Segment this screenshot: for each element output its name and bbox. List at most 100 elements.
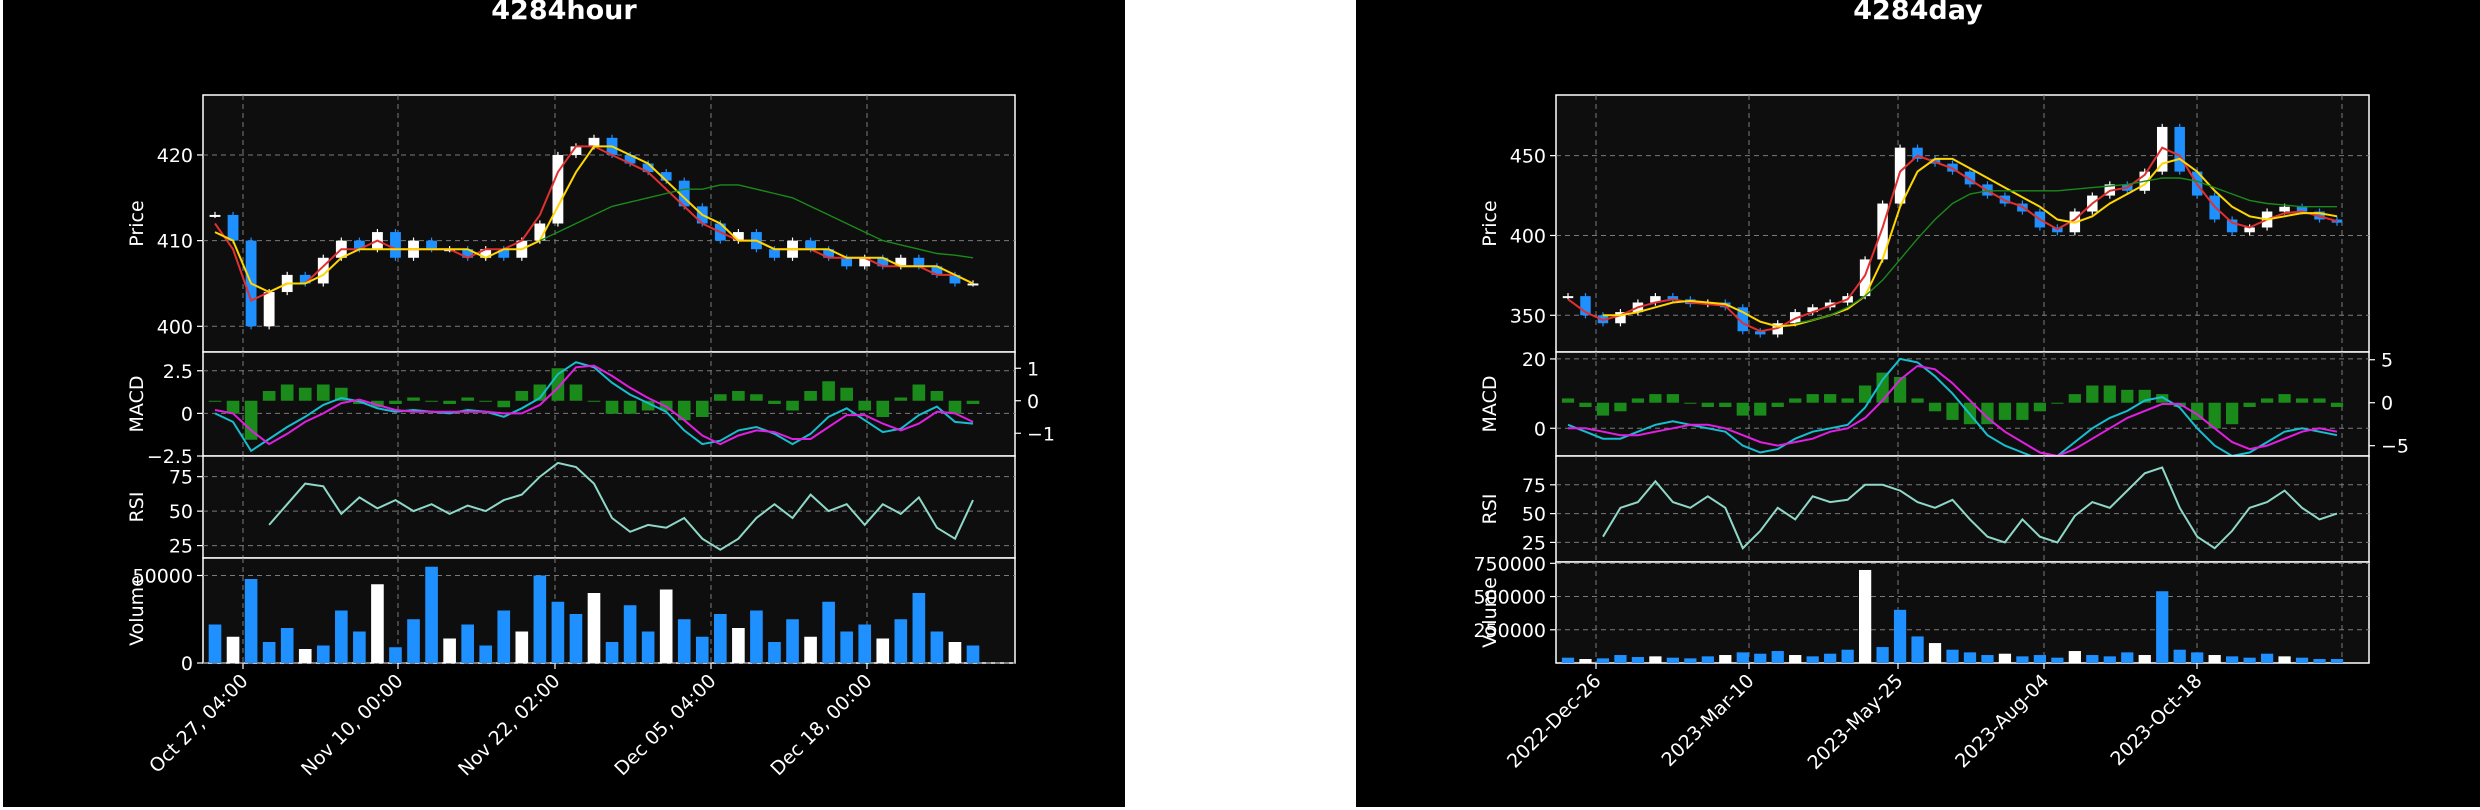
rsi-ytick-label: 50 — [1522, 504, 1546, 526]
volume-bar — [1963, 652, 1977, 663]
volume-bar — [1666, 657, 1679, 663]
macd-ytick-label: 2.5 — [163, 361, 193, 383]
volume-bar — [894, 619, 908, 663]
price-candle-body — [2244, 227, 2255, 233]
volume-bar — [389, 647, 402, 663]
price-candle-body — [426, 240, 437, 250]
macd-histogram-bar — [1946, 402, 1959, 420]
volume-bar — [533, 575, 547, 663]
price-medium-ma-line — [1603, 157, 2338, 328]
price-ylabel: Price — [1479, 200, 1501, 246]
price-candle-body — [227, 214, 239, 241]
chart-title: 4284day — [1853, 0, 1983, 26]
macd-histogram-bar — [298, 387, 312, 401]
price-candle-body — [949, 274, 961, 284]
price-candle-body — [1877, 203, 1888, 260]
macd-histogram-bar — [1806, 394, 1819, 403]
volume-bar — [2121, 652, 2134, 663]
volume-ytick-label: 250000 — [1473, 620, 1546, 642]
macd-histogram-bar — [1841, 398, 1854, 403]
volume-bar — [208, 624, 222, 663]
price-ytick-label: 400 — [157, 316, 193, 338]
volume-bar — [2086, 655, 2099, 663]
volume-bar — [2016, 656, 2029, 663]
volume-bar — [1596, 658, 1610, 663]
volume-ytick-label: 500000 — [1473, 587, 1546, 609]
price-candle-body — [588, 137, 600, 147]
x-tick-label: 2023-Mar-10 — [1658, 670, 1759, 771]
volume-ylabel: Volume — [1479, 577, 1501, 648]
macd-histogram-bar — [2033, 402, 2047, 412]
macd-histogram-bar — [695, 400, 709, 417]
price-candle-body — [642, 163, 654, 173]
volume-bar — [1946, 649, 1959, 663]
macd-histogram-bar — [226, 400, 240, 414]
price-ytick-label: 410 — [157, 231, 193, 253]
volume-bar — [2313, 659, 2326, 663]
volume-bar — [2295, 657, 2309, 663]
macd-histogram-bar — [2226, 402, 2239, 425]
macd-histogram-bar — [912, 384, 926, 401]
volume-bar — [876, 638, 890, 663]
macd-histogram-bar — [2208, 402, 2221, 429]
macd-histogram-bar — [1649, 394, 1662, 403]
rsi-ytick-label: 25 — [169, 536, 193, 558]
macd-histogram-bar — [533, 384, 547, 401]
macd-histogram-bar — [262, 391, 276, 401]
price-candle-body — [823, 249, 835, 258]
macd-histogram-bar — [966, 400, 980, 404]
macd-macd-line — [214, 361, 974, 453]
price-candle-body — [1562, 296, 1574, 299]
volume-bar — [425, 566, 438, 663]
volume-ytick-label: 50000 — [133, 566, 193, 588]
macd-histogram-bar — [2295, 398, 2309, 403]
volume-bar — [1911, 636, 1924, 663]
macd-histogram-bar — [244, 400, 258, 440]
volume-bar — [858, 624, 872, 663]
price-medium-ma-line — [214, 145, 974, 294]
macd-secondary-ytick-label: 5 — [2381, 350, 2393, 372]
volume-bar — [1841, 649, 1854, 663]
volume-bar — [316, 645, 330, 663]
volume-bar — [912, 593, 926, 663]
macd-signal-line — [1568, 364, 2338, 458]
price-candle-body — [2331, 219, 2343, 223]
macd-histogram-bar — [1666, 394, 1679, 403]
x-tick-label: Oct 27, 04:00 — [145, 670, 252, 777]
price-candle-body — [1894, 147, 1906, 204]
price-candle-body — [209, 214, 221, 217]
volume-bar — [2208, 655, 2221, 663]
macd-histogram-bar — [2121, 389, 2134, 403]
volume-bar — [262, 642, 276, 663]
price-candle-body — [2279, 206, 2290, 212]
volume-bar — [966, 645, 980, 663]
macd-histogram-bar — [497, 400, 511, 408]
volume-bar — [1824, 653, 1837, 663]
volume-bar — [226, 636, 240, 663]
price-candle-body — [877, 257, 889, 267]
volume-bar — [840, 631, 853, 663]
macd-secondary-ytick-label: 1 — [1027, 358, 1039, 380]
volume-bar — [244, 579, 258, 663]
hourly-chart-svg: 400 410 420 Price −2.5 0 2.5 MACD −1 0 1 25 50 75 RSI 0… — [126, 94, 1055, 780]
macd-histogram-bar — [1596, 402, 1610, 416]
daily-chart-svg: 350 400 450 Price 0 20 MACD −5 0 5 25 50 75 RSI 250000… — [1473, 94, 2409, 774]
macd-histogram-bar — [641, 400, 655, 411]
x-tick-label: Nov 22, 02:00 — [454, 670, 564, 780]
macd-histogram-bar — [2016, 402, 2029, 420]
price-candle-body — [1580, 296, 1591, 316]
volume-bar — [587, 593, 601, 663]
volume-bar — [768, 642, 781, 663]
macd-ytick-label: 0 — [181, 403, 193, 425]
volume-bar — [1876, 647, 1889, 663]
macd-histogram-bar — [316, 384, 330, 401]
rsi-ylabel: RSI — [126, 492, 148, 523]
macd-histogram-bar — [280, 384, 294, 401]
volume-bar — [1893, 609, 1907, 663]
macd-ytick-label: 0 — [1534, 418, 1546, 440]
volume-bar — [1649, 656, 1662, 663]
volume-bar — [1719, 655, 1732, 663]
macd-histogram-bar — [335, 387, 348, 401]
macd-histogram-bar — [768, 400, 781, 404]
volume-bar — [732, 628, 745, 663]
